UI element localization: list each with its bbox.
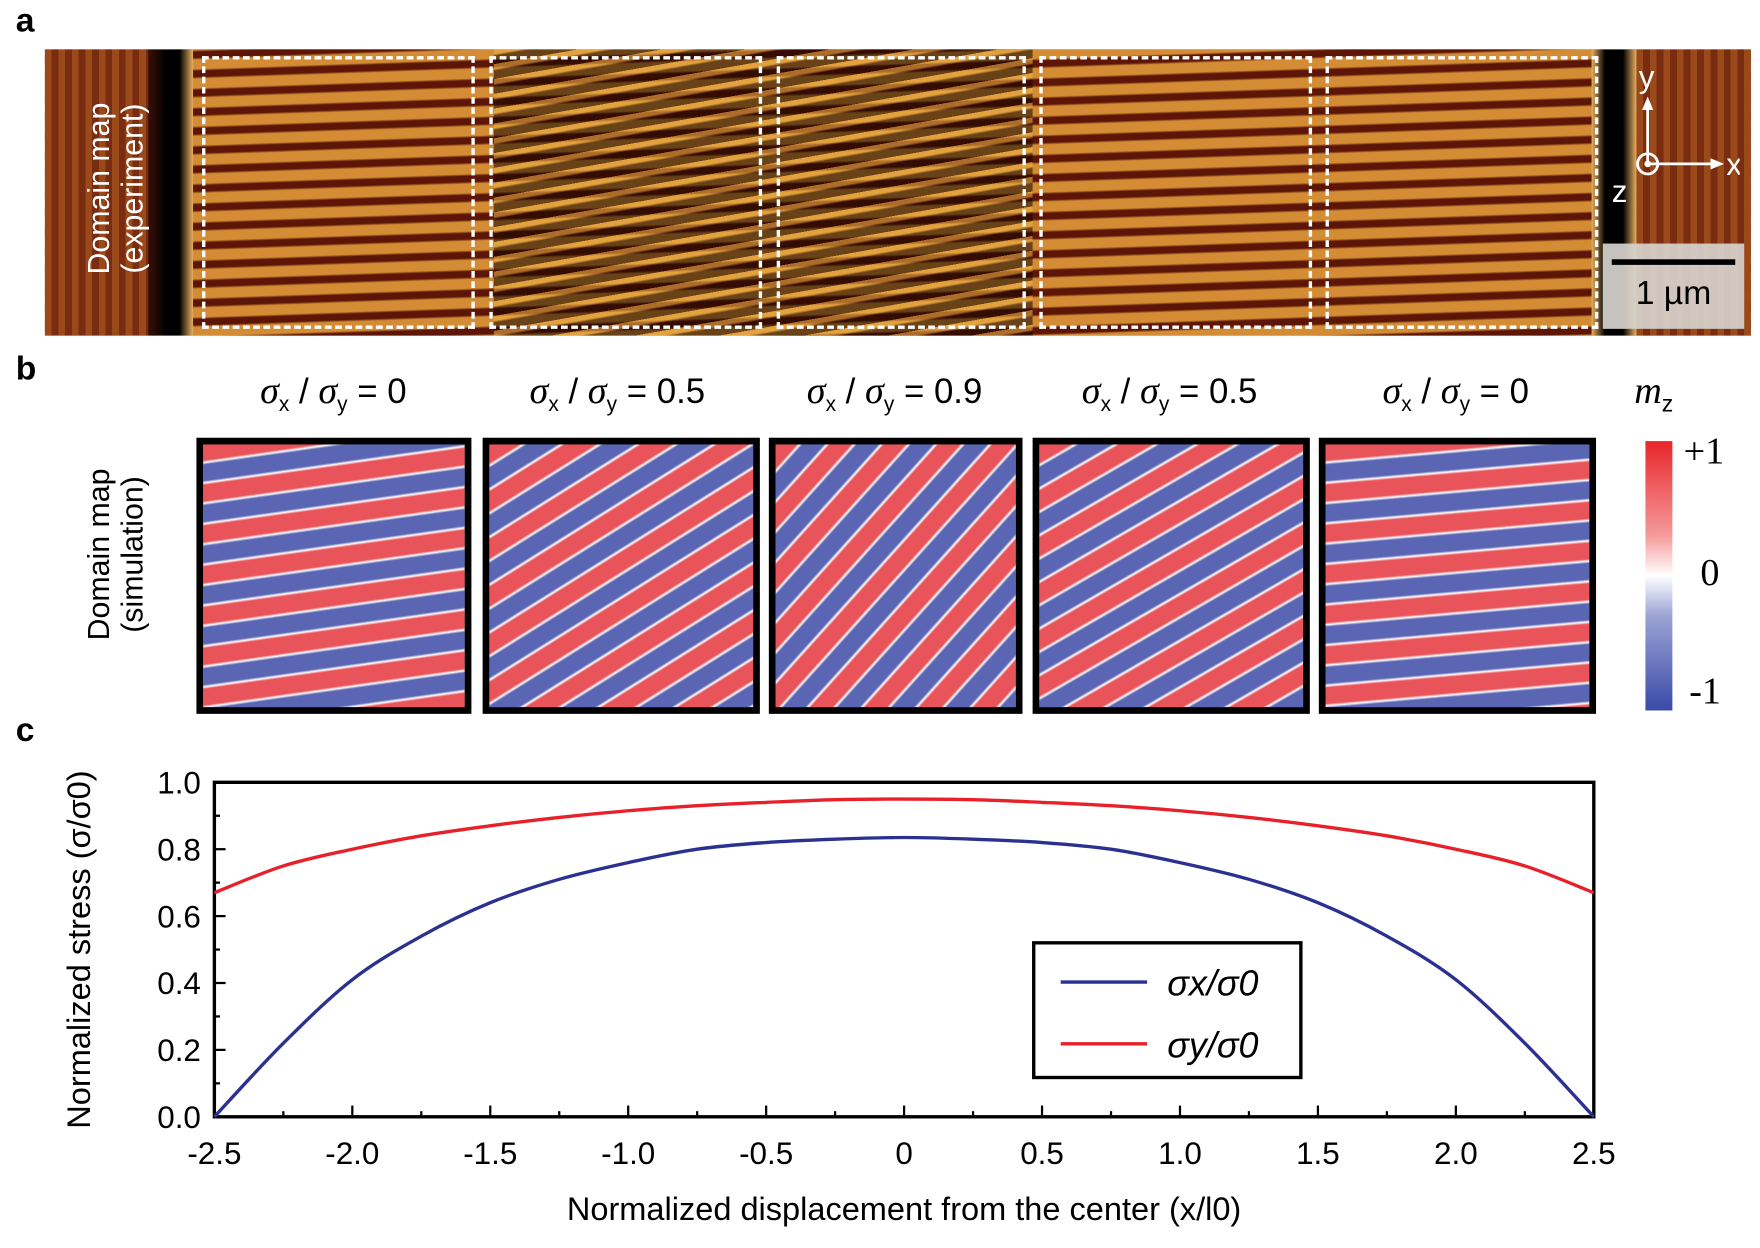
panel-b-letter: b xyxy=(15,350,37,388)
sim-title-5: σx / σy = 0 xyxy=(1382,370,1530,416)
colorbar xyxy=(1645,441,1673,711)
sim-title-1: σx / σy = 0 xyxy=(260,370,407,416)
y-tick-label: 0.4 xyxy=(157,966,201,1001)
stress-chart: -2.5 -2.0 -1.5 -1.0 -0.5 0 0.5 1.0 1.5 2.0 2.5 0.0 0… xyxy=(61,766,1616,1228)
colorbar-max-label: +1 xyxy=(1683,431,1725,473)
colorbar-mid-label: 0 xyxy=(1700,552,1720,594)
left-edge xyxy=(148,49,194,336)
panel-a-ylabel-line1: Domain map xyxy=(81,102,116,275)
experimental-domain-map: y x z 1 µm xyxy=(44,49,1751,336)
sim-domain-map-4 xyxy=(1032,437,1310,714)
legend-label: σy/σ0 xyxy=(1167,1024,1258,1065)
legend-box xyxy=(1032,941,1303,1080)
scale-bar-label: 1 µm xyxy=(1635,274,1712,313)
y-tick-label: 0.2 xyxy=(157,1033,201,1068)
region-box-5 xyxy=(1325,56,1599,329)
sim-title-2: σx / σy = 0.5 xyxy=(529,370,706,416)
center-stripes xyxy=(493,49,1033,336)
region-box-2 xyxy=(489,56,763,329)
panel-a-ylabel-line2: (experiment) xyxy=(115,103,150,274)
x-tick-label: 1.5 xyxy=(1296,1136,1340,1171)
colorbar-min-label: -1 xyxy=(1689,671,1722,713)
series-line-sigma-y xyxy=(213,797,1595,895)
series-line-sigma-x xyxy=(213,835,1596,1118)
legend-label: σx/σ0 xyxy=(1167,963,1258,1004)
axis-x-label: x xyxy=(1726,147,1739,182)
x-tick-label: 0.5 xyxy=(1020,1136,1064,1171)
axis-y-label: y xyxy=(1639,61,1655,95)
x-tick-label: -1.0 xyxy=(601,1136,655,1171)
panel-b-ylabel: Domain map (simulation) xyxy=(82,420,149,689)
y-tick-label: 1.0 xyxy=(157,766,201,801)
panel-b-ylabel-line1: Domain map xyxy=(81,468,116,641)
x-axis-label: Normalized displacement from the center … xyxy=(567,1191,1241,1227)
x-tick-label: 1.0 xyxy=(1158,1136,1202,1171)
y-tick-label: 0.8 xyxy=(157,832,201,867)
x-tick-label: -2.5 xyxy=(187,1136,241,1171)
sim-domain-map-3 xyxy=(768,437,1023,714)
scale-bar-box: 1 µm xyxy=(1602,243,1745,329)
y-tick-label: 0.6 xyxy=(157,899,201,934)
y-axis-label: Normalized stress (σ/σ0) xyxy=(61,770,97,1128)
x-tick-label: 0 xyxy=(895,1136,912,1171)
region-box-1 xyxy=(202,56,475,329)
panel-a-ylabel: Domain map (experiment) xyxy=(82,54,149,323)
x-tick-label: -2.0 xyxy=(325,1136,379,1171)
sim-domain-map-5 xyxy=(1318,437,1597,714)
panel-a-letter: a xyxy=(15,2,35,40)
sim-domain-map-2 xyxy=(482,437,760,714)
panel-c-letter: c xyxy=(15,711,35,749)
coordinate-axes-icon: y x z xyxy=(1612,61,1740,207)
axis-z-label: z xyxy=(1612,174,1628,206)
x-tick-label: 2.5 xyxy=(1572,1136,1616,1171)
x-tick-label: -0.5 xyxy=(739,1136,793,1171)
sim-domain-map-1 xyxy=(196,437,472,714)
region-box-4 xyxy=(1039,56,1313,329)
panel-b-ylabel-line2: (simulation) xyxy=(115,476,150,633)
region-box-3 xyxy=(776,56,1026,329)
colorbar-title: mz xyxy=(1634,370,1674,418)
sim-title-4: σx / σy = 0.5 xyxy=(1081,370,1258,416)
scale-bar xyxy=(1611,259,1736,265)
x-tick-label: -1.5 xyxy=(463,1136,517,1171)
plot-frame xyxy=(212,780,1596,1119)
sim-title-3: σx / σy = 0.9 xyxy=(806,370,983,416)
x-tick-label: 2.0 xyxy=(1434,1136,1478,1171)
left-pad-texture xyxy=(44,49,158,336)
y-tick-label: 0.0 xyxy=(157,1100,201,1135)
